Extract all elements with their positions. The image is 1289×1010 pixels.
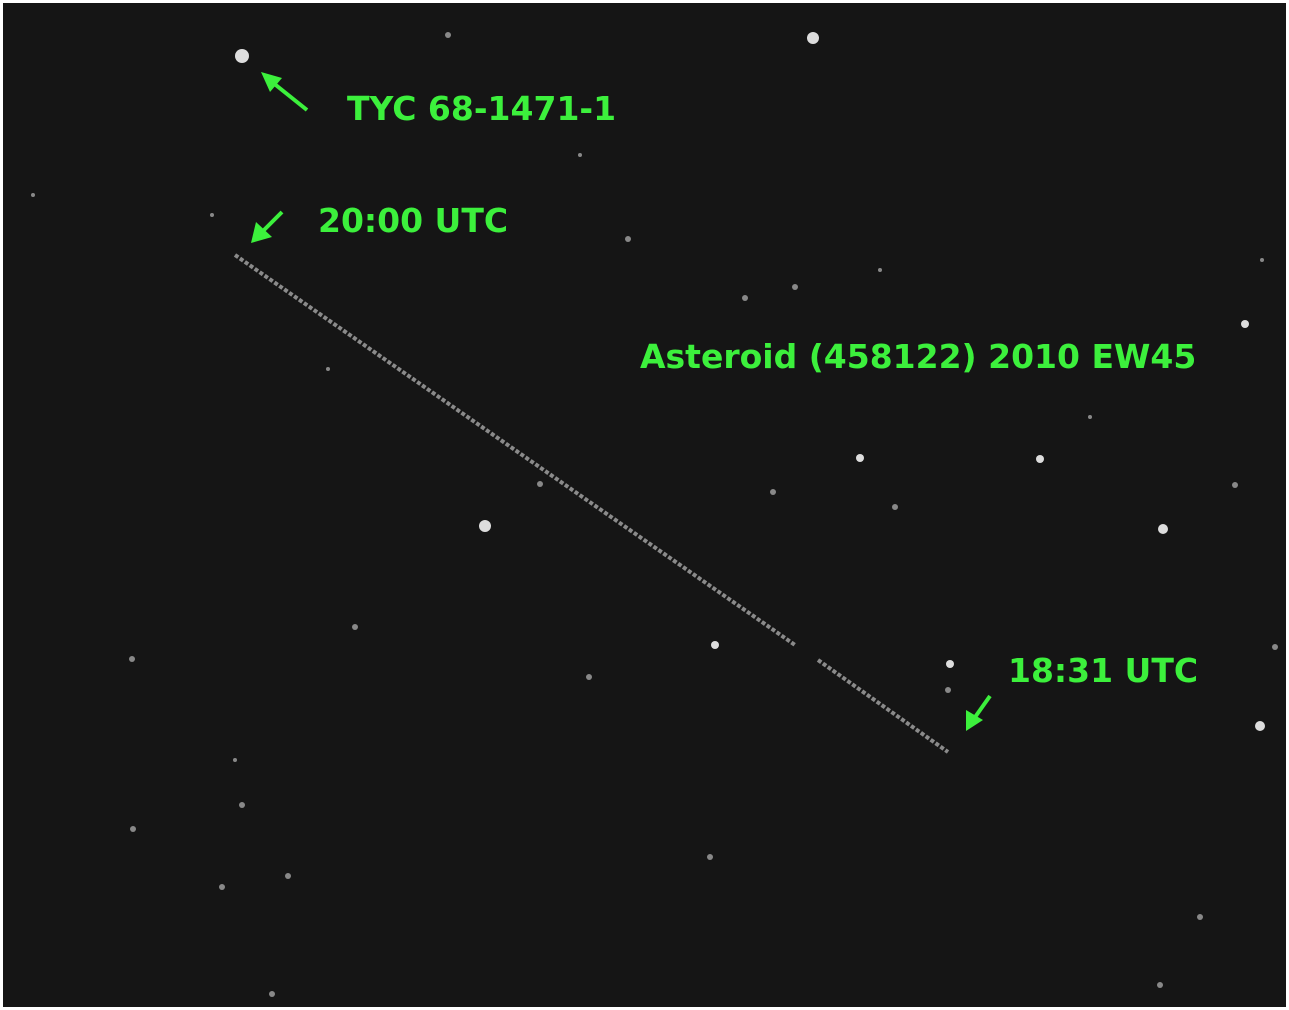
star [210, 213, 214, 217]
star [479, 520, 491, 532]
star [219, 884, 225, 890]
star [945, 687, 951, 693]
star [792, 284, 798, 290]
star [1036, 455, 1044, 463]
star [537, 481, 543, 487]
star [1197, 914, 1203, 920]
star [770, 489, 776, 495]
star [285, 873, 291, 879]
star [892, 504, 898, 510]
star [1088, 415, 1092, 419]
star [1260, 258, 1264, 262]
star [742, 295, 748, 301]
star [445, 32, 451, 38]
star [711, 641, 719, 649]
star [352, 624, 358, 630]
time-label: 20:00 UTC [318, 201, 508, 240]
star [1272, 644, 1278, 650]
star [946, 660, 954, 668]
asteroid-label: Asteroid (458122) 2010 EW45 [640, 337, 1196, 376]
star [269, 991, 275, 997]
sky [3, 3, 1286, 1007]
star [1157, 982, 1163, 988]
star [1232, 482, 1238, 488]
star [1241, 320, 1249, 328]
page: TYC 68-1471-1 20:00 UTC Asteroid (458122… [0, 0, 1289, 1010]
star [233, 758, 237, 762]
star-label: TYC 68-1471-1 [347, 89, 616, 128]
star [31, 193, 35, 197]
star [856, 454, 864, 462]
bright-star [235, 49, 249, 63]
time-label: 18:31 UTC [1008, 651, 1198, 690]
star [807, 32, 819, 44]
star [1255, 721, 1265, 731]
star [1158, 524, 1168, 534]
star [878, 268, 882, 272]
star [239, 802, 245, 808]
star [129, 656, 135, 662]
astro-image: TYC 68-1471-1 20:00 UTC Asteroid (458122… [0, 0, 1289, 1010]
star [586, 674, 592, 680]
star [326, 367, 330, 371]
star [707, 854, 713, 860]
star [130, 826, 136, 832]
star [625, 236, 631, 242]
star [578, 153, 582, 157]
